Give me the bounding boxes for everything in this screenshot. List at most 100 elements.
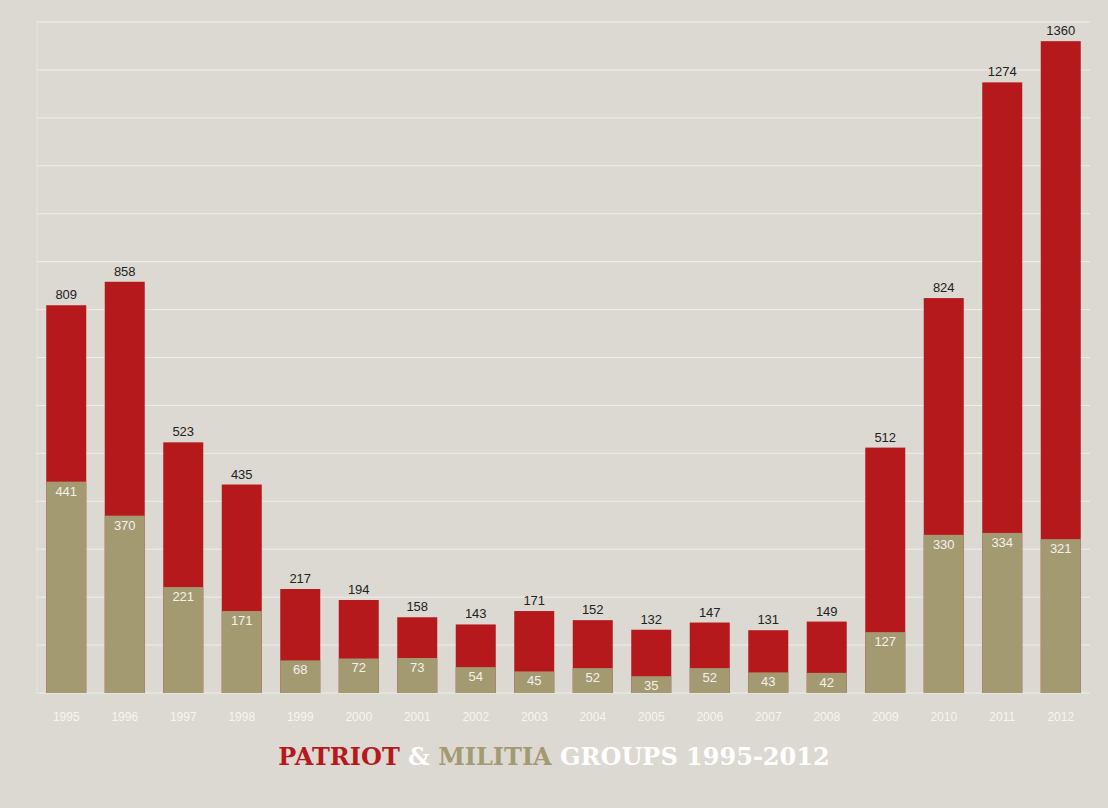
data-label: 858 — [114, 264, 136, 279]
bar-militia — [748, 672, 788, 693]
title-series-name: MILITIA — [438, 742, 552, 771]
data-label: 73 — [410, 660, 424, 675]
data-label: 171 — [523, 593, 545, 608]
x-tick-label: 2009 — [872, 710, 899, 724]
data-label: 435 — [231, 467, 253, 482]
x-tick-label: 2001 — [404, 710, 431, 724]
title-part: & — [400, 742, 438, 771]
x-tick-label: 1998 — [228, 710, 255, 724]
grid-line — [37, 22, 1090, 23]
bar-patriot — [514, 611, 554, 693]
x-tick-label: 1997 — [170, 710, 197, 724]
x-tick-label: 2002 — [462, 710, 489, 724]
bar-militia — [865, 632, 905, 693]
bar-militia — [397, 658, 437, 693]
bar-patriot — [339, 600, 379, 693]
grid — [37, 22, 1090, 693]
data-label: 45 — [527, 673, 541, 688]
y-axis-line — [37, 22, 38, 693]
data-labels: 8098585234352171941581431711521321471311… — [55, 23, 1075, 693]
data-label: 54 — [469, 669, 483, 684]
data-label: 194 — [348, 582, 370, 597]
data-label: 370 — [114, 518, 136, 533]
x-tick-label: 2004 — [579, 710, 606, 724]
data-label: 52 — [586, 670, 600, 685]
data-label: 35 — [644, 678, 658, 693]
title: PATRIOT & MILITIA GROUPS 1995-2012 — [278, 742, 829, 771]
data-label: 68 — [293, 662, 307, 677]
bar-militia — [807, 673, 847, 693]
bar-patriot — [456, 624, 496, 693]
bar-militia — [631, 676, 671, 693]
bar-patriot — [631, 630, 671, 693]
data-label: 512 — [874, 430, 896, 445]
data-label: 143 — [465, 606, 487, 621]
x-tick-label: 2008 — [813, 710, 840, 724]
data-label: 221 — [172, 589, 194, 604]
bar-militia — [339, 658, 379, 693]
grid-line — [37, 117, 1090, 118]
bars — [46, 41, 1081, 693]
bar-patriot — [46, 305, 86, 693]
data-label: 217 — [289, 571, 311, 586]
bar-militia — [982, 533, 1022, 693]
x-tick-label: 2005 — [638, 710, 665, 724]
data-label: 72 — [352, 660, 366, 675]
data-label: 149 — [816, 604, 838, 619]
data-label: 52 — [703, 670, 717, 685]
grid-line — [37, 213, 1090, 214]
bar-patriot — [865, 448, 905, 693]
data-label: 158 — [406, 599, 428, 614]
x-tick-label: 2003 — [521, 710, 548, 724]
data-label: 43 — [761, 674, 775, 689]
data-label: 132 — [640, 612, 662, 627]
title-series-name: PATRIOT — [278, 742, 400, 771]
background — [0, 0, 1108, 808]
data-label: 330 — [933, 537, 955, 552]
bar-militia — [924, 535, 964, 693]
x-tick-label: 2012 — [1047, 710, 1074, 724]
grid-line — [37, 69, 1090, 70]
x-tick-label: 1996 — [111, 710, 138, 724]
bar-patriot — [280, 589, 320, 693]
data-label: 523 — [172, 424, 194, 439]
data-label: 152 — [582, 602, 604, 617]
bar-militia — [514, 671, 554, 693]
data-label: 824 — [933, 280, 955, 295]
bar-militia — [573, 668, 613, 693]
bar-militia — [46, 482, 86, 693]
x-tick-label: 2006 — [696, 710, 723, 724]
bar-patriot — [1041, 41, 1081, 693]
data-label: 1274 — [988, 64, 1017, 79]
bar-militia — [280, 660, 320, 693]
x-tick-label: 2007 — [755, 710, 782, 724]
title-part: GROUPS 1995-2012 — [552, 742, 830, 771]
x-tick-label: 2011 — [989, 710, 1015, 724]
bar-patriot — [573, 620, 613, 693]
data-label: 809 — [55, 287, 77, 302]
x-tick-label: 2000 — [345, 710, 372, 724]
data-label: 42 — [820, 675, 834, 690]
chart: 8098585234352171941581431711521321471311… — [0, 0, 1108, 808]
bar-patriot — [690, 623, 730, 693]
bar-patriot — [748, 630, 788, 693]
bar-militia — [456, 667, 496, 693]
bar-patriot — [807, 622, 847, 693]
data-label: 441 — [55, 484, 77, 499]
bar-militia — [1041, 539, 1081, 693]
bar-patriot — [105, 282, 145, 693]
bar-patriot — [982, 82, 1022, 693]
x-tick-label: 1995 — [53, 710, 80, 724]
grid-line — [37, 261, 1090, 262]
data-label: 321 — [1050, 541, 1072, 556]
data-label: 127 — [874, 634, 896, 649]
bar-patriot — [222, 485, 262, 693]
bar-militia — [105, 516, 145, 693]
bar-militia — [163, 587, 203, 693]
bar-militia — [690, 668, 730, 693]
grid-line — [37, 165, 1090, 166]
bar-militia — [222, 611, 262, 693]
x-tick-label: 2010 — [930, 710, 957, 724]
data-label: 171 — [231, 613, 253, 628]
bar-patriot — [397, 617, 437, 693]
